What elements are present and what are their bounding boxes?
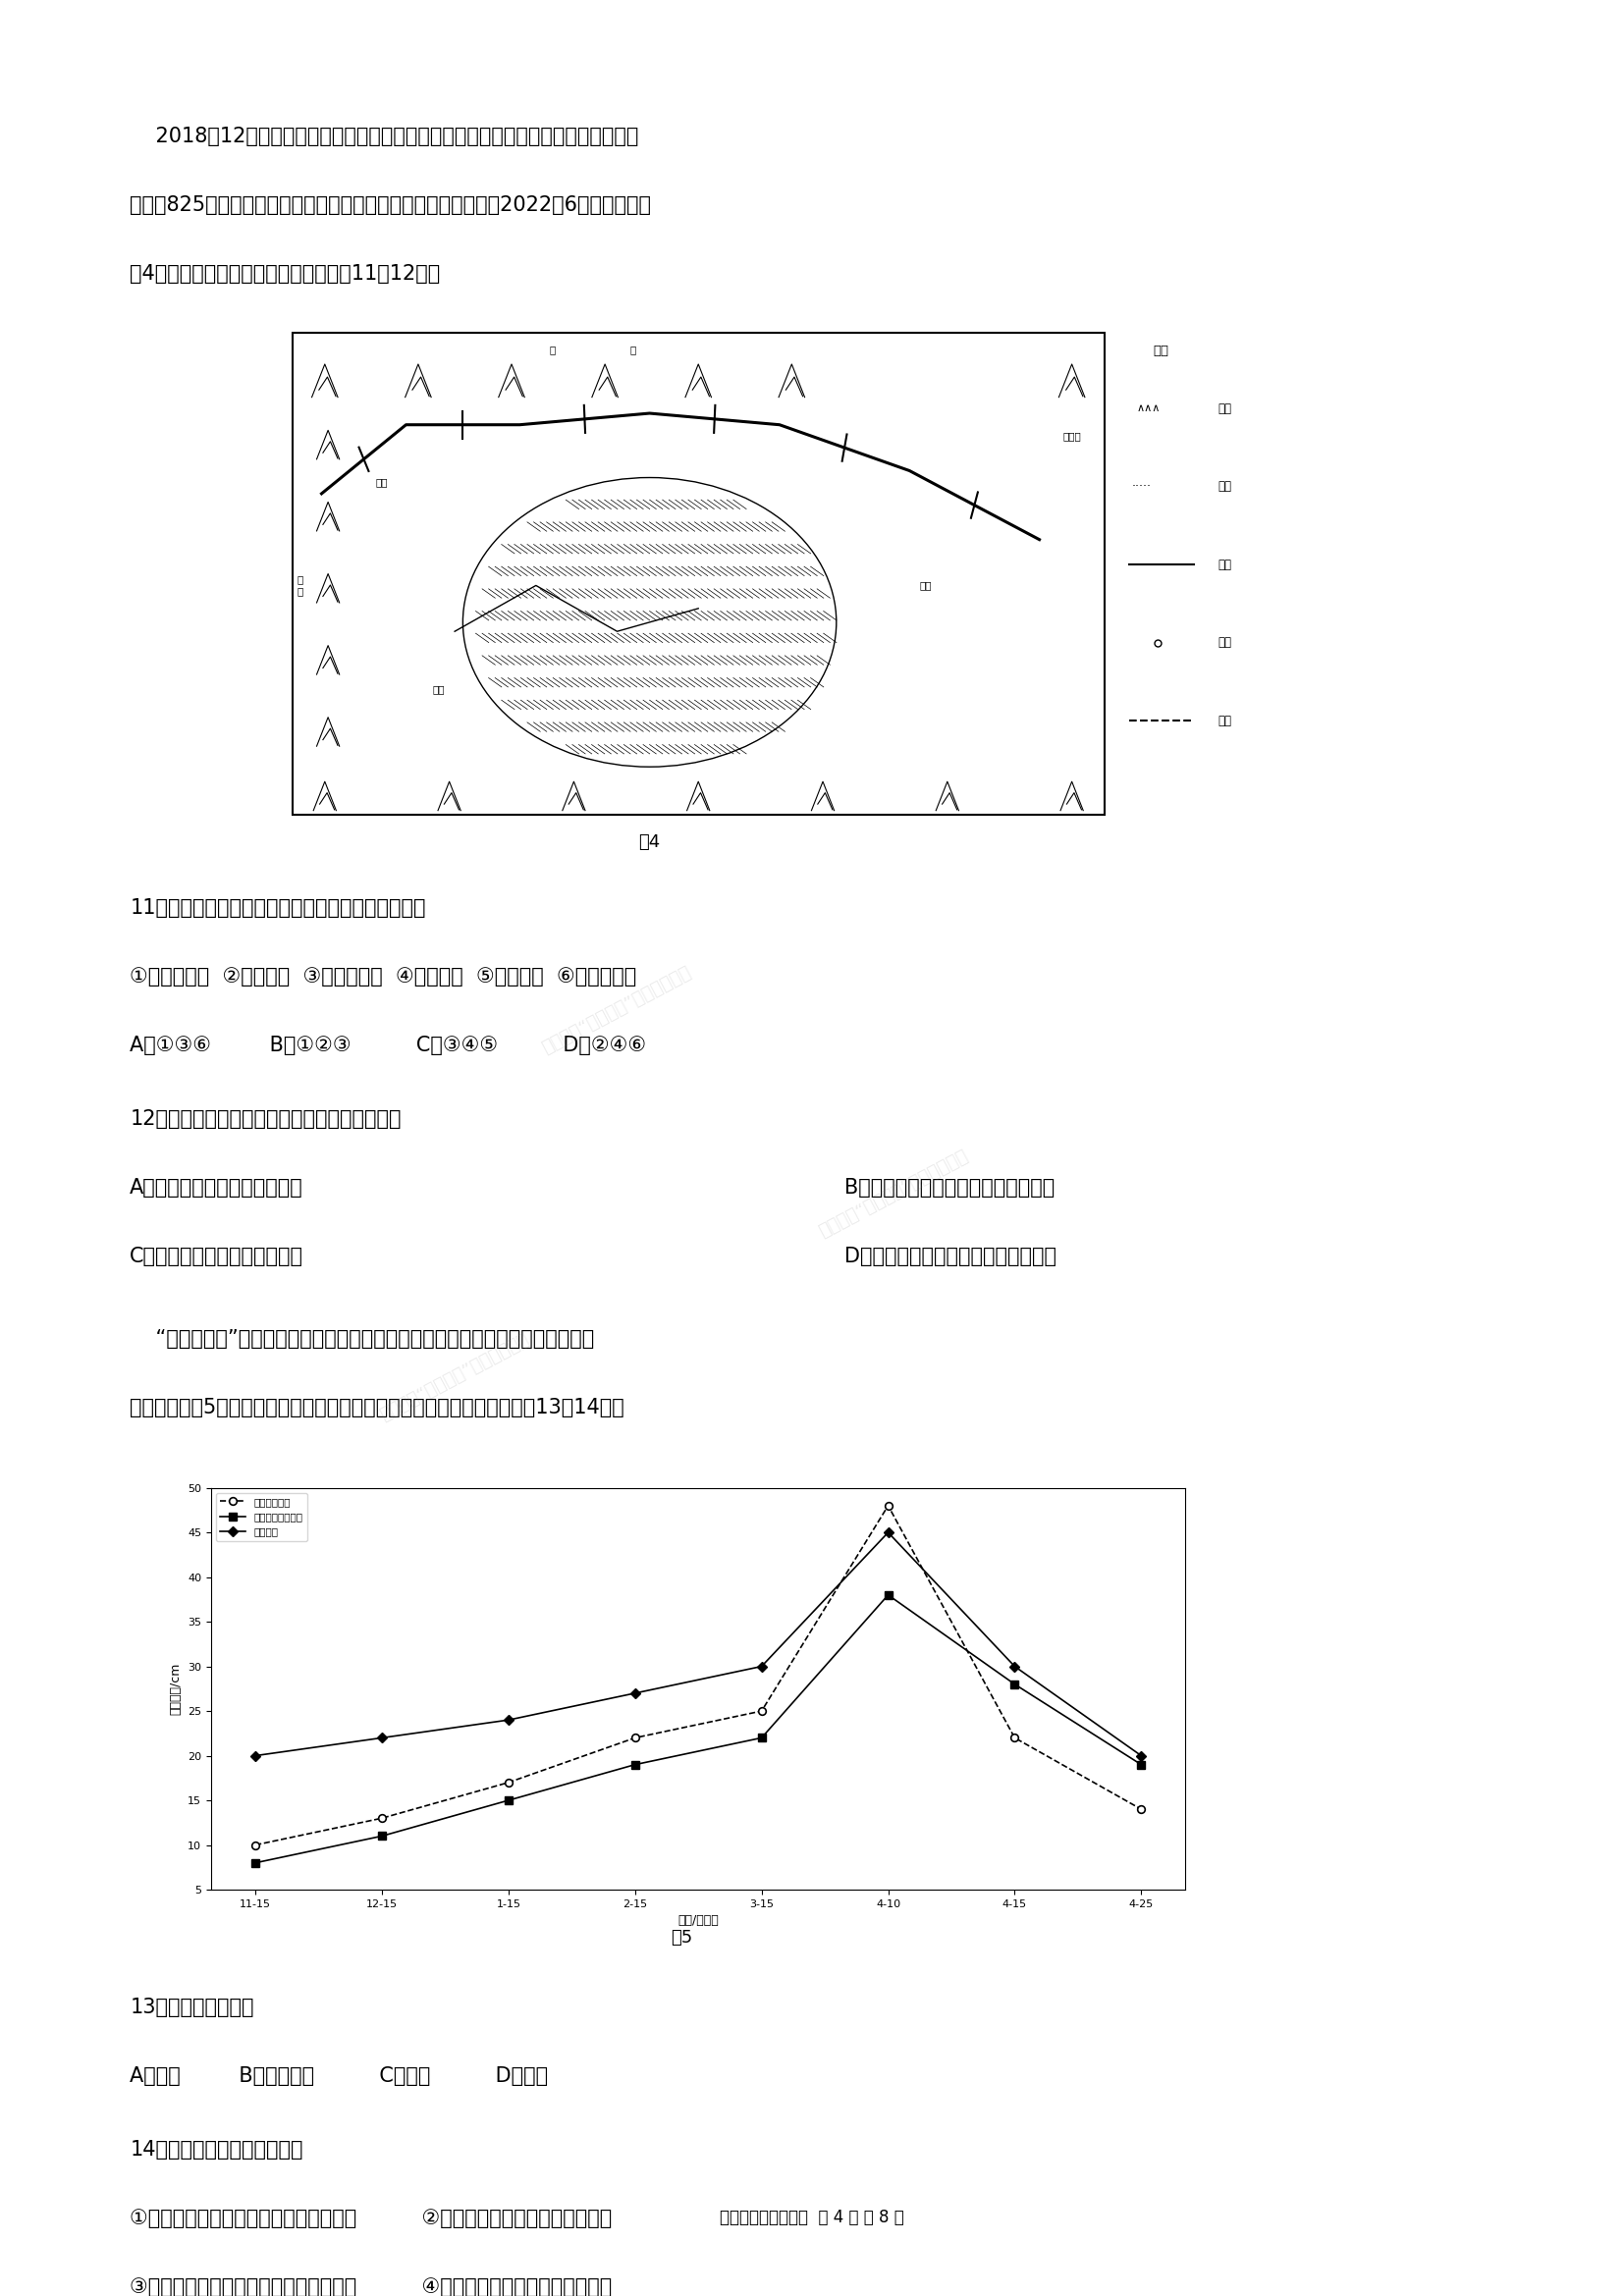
Text: ③原始林郁闭度大，融雪速度较人工林慢          ④人工林水文生态效益优于原始林: ③原始林郁闭度大，融雪速度较人工林慢 ④人工林水文生态效益优于原始林 [130, 2278, 612, 2296]
Text: A．天山         B．小兴安岭          C．南岭          D．秦岭: A．天山 B．小兴安岭 C．南岭 D．秦岭 [130, 2066, 549, 2087]
Text: 若羌: 若羌 [919, 581, 932, 590]
落叶松人工林 [752, 1697, 771, 1724]
Legend: 落叶松人工林, 云冷杉原始针叶林, 林外空地: 落叶松人工林, 云冷杉原始针叶林, 林外空地 [216, 1492, 307, 1541]
Text: 库尔勒: 库尔勒 [1062, 432, 1082, 441]
落叶松人工林 [1132, 1795, 1151, 1823]
落叶松人工林 [879, 1492, 898, 1520]
Text: 南
疆: 南 疆 [297, 574, 304, 597]
Text: 图4: 图4 [638, 833, 661, 852]
Text: 融雪过程。图5是我国某地某年不同森林类型积雪与融雪过程图。据此完成13～14题。: 融雪过程。图5是我国某地某年不同森林类型积雪与融雪过程图。据此完成13～14题。 [130, 1398, 625, 1419]
Text: 河流: 河流 [1218, 558, 1231, 572]
云冷杉原始针叶林 [879, 1582, 898, 1609]
林外空地 [245, 1743, 265, 1770]
Text: 14．根据图文信息可以推测出: 14．根据图文信息可以推测出 [130, 2140, 304, 2161]
落叶松人工林 [372, 1805, 391, 1832]
云冷杉原始针叶林 [1005, 1671, 1025, 1699]
Text: ∧∧∧: ∧∧∧ [1137, 404, 1161, 413]
Text: ·····: ····· [1132, 480, 1151, 494]
Y-axis label: 积雪深度/cm: 积雪深度/cm [169, 1662, 182, 1715]
Text: 沙漠: 沙漠 [1218, 480, 1231, 494]
Text: 11．和若铁路在修建过程中，可能遇到的自然障碍有: 11．和若铁路在修建过程中，可能遇到的自然障碍有 [130, 898, 425, 918]
Text: 微信搜索“晴考平台”获取更多资料: 微信搜索“晴考平台”获取更多资料 [815, 1148, 971, 1240]
林外空地 [752, 1653, 771, 1681]
Text: C．促进西藏地区的旅游业发展: C．促进西藏地区的旅游业发展 [130, 1247, 304, 1267]
林外空地 [1132, 1743, 1151, 1770]
Text: 微信搜索“晴考平台”获取更多资料: 微信搜索“晴考平台”获取更多资料 [539, 964, 695, 1056]
林外空地 [1005, 1653, 1025, 1681]
Text: 路: 路 [630, 344, 637, 354]
Text: 路全长825千米，沿昆仑山北麓、塔克拉玛干沙漠南缘布局，预计2022年6月开通运行。: 路全长825千米，沿昆仑山北麓、塔克拉玛干沙漠南缘布局，预计2022年6月开通运… [130, 195, 651, 216]
Text: 铁: 铁 [549, 344, 555, 354]
Text: 山地: 山地 [1218, 402, 1231, 416]
Ellipse shape [463, 478, 836, 767]
落叶松人工林 [625, 1724, 645, 1752]
云冷杉原始针叶林 [245, 1848, 265, 1876]
云冷杉原始针叶林 [625, 1752, 645, 1779]
Text: ①滑坡泥石流  ②严寒酷暑  ③资金技术差  ④水源不足  ⑤水土流失  ⑥多风沙天气: ①滑坡泥石流 ②严寒酷暑 ③资金技术差 ④水源不足 ⑤水土流失 ⑥多风沙天气 [130, 967, 637, 987]
Text: ①图示时段内积雪时长是融雪时长的两倍          ②林内在积雪期积雪比林外空地薄: ①图示时段内积雪时长是融雪时长的两倍 ②林内在积雪期积雪比林外空地薄 [130, 2209, 612, 2229]
Text: 和田: 和田 [432, 684, 445, 693]
林外空地 [879, 1518, 898, 1545]
Text: 高三年级地理科试卷  第 4 页 共 8 页: 高三年级地理科试卷 第 4 页 共 8 页 [719, 2209, 905, 2227]
云冷杉原始针叶林 [372, 1823, 391, 1851]
林外空地 [625, 1678, 645, 1706]
Text: 聚落: 聚落 [1218, 636, 1231, 650]
Line: 落叶松人工林: 落叶松人工林 [252, 1502, 1145, 1848]
云冷杉原始针叶林 [499, 1786, 518, 1814]
云冷杉原始针叶林 [752, 1724, 771, 1752]
落叶松人工林 [245, 1832, 265, 1860]
Text: D．加快新疆城市空间结构的整体调整: D．加快新疆城市空间结构的整体调整 [844, 1247, 1057, 1267]
Text: 图4为田若铁路所在地区域图。据此完成11～12题。: 图4为田若铁路所在地区域图。据此完成11～12题。 [130, 264, 440, 285]
Text: 疏付: 疏付 [375, 478, 388, 487]
Text: B．加强沿海与中、东部发达地区联系: B．加强沿海与中、东部发达地区联系 [844, 1178, 1056, 1199]
Bar [292, 333, 1104, 815]
Text: “森林郁闭度”指林地内树冠的垂直投影面积与林地面积之比，影响林区的积雪与: “森林郁闭度”指林地内树冠的垂直投影面积与林地面积之比，影响林区的积雪与 [130, 1329, 594, 1350]
X-axis label: 日期/月一日: 日期/月一日 [677, 1915, 719, 1926]
Line: 林外空地: 林外空地 [252, 1529, 1145, 1759]
Text: 微信搜索“晴考平台”获取更多资料: 微信搜索“晴考平台”获取更多资料 [377, 1332, 533, 1424]
Text: 2018年12月，连接新疆和田市与若羌县的和（田）若（羌）铁路正式开工建设。线: 2018年12月，连接新疆和田市与若羌县的和（田）若（羌）铁路正式开工建设。线 [130, 126, 638, 147]
Text: 图例: 图例 [1153, 344, 1169, 358]
Text: 13．该地最可能位于: 13．该地最可能位于 [130, 1998, 253, 2018]
Text: A．①③⑥         B．①②③          C．③④⑤          D．②④⑥: A．①③⑥ B．①②③ C．③④⑤ D．②④⑥ [130, 1035, 646, 1056]
落叶松人工林 [1005, 1724, 1025, 1752]
Text: 12．和若铁路建成通车产生的影响说法正确的是: 12．和若铁路建成通车产生的影响说法正确的是 [130, 1109, 401, 1130]
落叶松人工林 [499, 1768, 518, 1795]
Line: 云冷杉原始针叶林: 云冷杉原始针叶林 [252, 1591, 1145, 1867]
Text: 图5: 图5 [671, 1929, 693, 1947]
林外空地 [499, 1706, 518, 1733]
林外空地 [372, 1724, 391, 1752]
Text: 铁路: 铁路 [1218, 714, 1231, 728]
云冷杉原始针叶林 [1132, 1752, 1151, 1779]
Text: A．降低沿线城市的环境承载力: A．降低沿线城市的环境承载力 [130, 1178, 304, 1199]
